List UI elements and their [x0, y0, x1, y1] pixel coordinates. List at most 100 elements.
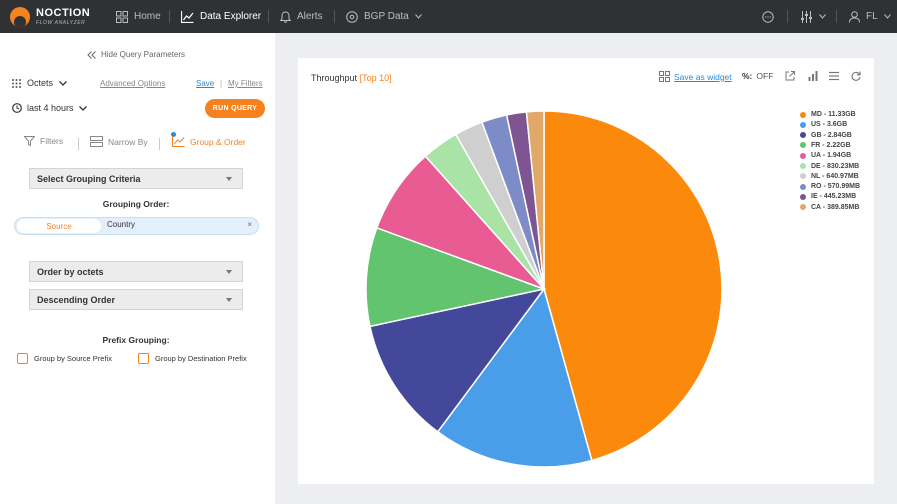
bar-chart-icon[interactable]: [808, 71, 818, 81]
legend-label: RO - 570.99MB: [811, 183, 861, 191]
time-range-value: last 4 hours: [27, 103, 74, 113]
chevron-down-icon: [59, 80, 67, 86]
legend-item-nl[interactable]: NL - 640.97MB: [800, 172, 859, 181]
chart-title: Throughput [Top 10]: [311, 73, 392, 83]
external-link-icon[interactable]: [785, 71, 795, 81]
query-options-row: Octets Advanced Options Save | My Filter…: [12, 78, 272, 92]
sliders-icon: [801, 10, 812, 23]
legend-label: US - 3.6GB: [811, 121, 848, 129]
legend-label: GB - 2.84GB: [811, 131, 852, 139]
legend-label: IE - 445.23MB: [811, 193, 857, 201]
grouping-chip-source[interactable]: Source: [17, 219, 101, 233]
group-by-source-prefix-label: Group by Source Prefix: [34, 354, 112, 363]
nav-home[interactable]: Home: [116, 0, 161, 33]
legend-item-ro[interactable]: RO - 570.99MB: [800, 182, 860, 191]
top-nav-bar: NOCTION FLOW ANALYZER Home Data Explorer…: [0, 0, 897, 33]
legend-item-md[interactable]: MD - 11.33GB: [800, 110, 856, 119]
legend-item-us[interactable]: US - 3.6GB: [800, 120, 847, 129]
legend-swatch: [800, 193, 806, 200]
refresh-icon[interactable]: [851, 71, 861, 81]
menu-lines-icon[interactable]: [829, 71, 839, 81]
bell-icon: [280, 10, 291, 23]
nav-divider: [268, 10, 269, 23]
group-by-source-prefix-checkbox[interactable]: Group by Source Prefix: [17, 353, 112, 364]
percent-toggle-state: OFF: [756, 71, 774, 81]
legend-swatch: [800, 142, 806, 149]
checkbox-box: [17, 353, 28, 364]
legend-item-ua[interactable]: UA - 1.94GB: [800, 151, 851, 160]
legend-label: FR - 2.22GB: [811, 141, 851, 149]
save-link[interactable]: Save: [196, 79, 215, 88]
legend-swatch: [800, 132, 806, 139]
nav-data-explorer[interactable]: Data Explorer: [181, 0, 261, 33]
settings-menu[interactable]: [800, 0, 826, 33]
legend-label: NL - 640.97MB: [811, 172, 859, 180]
grouping-chip-country[interactable]: Country: [107, 220, 136, 229]
legend-swatch: [800, 204, 806, 211]
nav-divider: [169, 10, 170, 23]
chart-title-text: Throughput: [311, 73, 358, 83]
chat-button[interactable]: [762, 0, 774, 33]
chevron-down-icon: [78, 105, 87, 111]
grouping-criteria-select[interactable]: Select Grouping Criteria: [29, 168, 243, 189]
chart-title-suffix: [Top 10]: [359, 73, 392, 83]
throughput-pie-chart: [366, 111, 723, 468]
grouping-criteria-value: Select Grouping Criteria: [37, 173, 141, 184]
group-by-destination-prefix-label: Group by Destination Prefix: [155, 354, 247, 363]
narrow-by-icon: [90, 136, 103, 147]
time-range-select[interactable]: last 4 hours: [12, 103, 87, 113]
grouping-order-chips: Source Country ×: [14, 217, 259, 235]
group-by-destination-prefix-checkbox[interactable]: Group by Destination Prefix: [138, 353, 247, 364]
legend-item-ie[interactable]: IE - 445.23MB: [800, 192, 856, 201]
nav-divider: [836, 10, 837, 23]
hide-query-parameters-label: Hide Query Parameters: [101, 50, 186, 59]
chat-bubble-icon: [762, 10, 774, 23]
nav-bgp-data-label: BGP Data: [364, 11, 409, 22]
pie-slice-md[interactable]: [543, 111, 723, 462]
clock-icon: [12, 103, 22, 113]
save-as-widget-label: Save as widget: [674, 71, 732, 82]
save-as-widget-link[interactable]: Save as widget: [659, 71, 732, 82]
brand-name: NOCTION: [36, 7, 91, 19]
metric-select-value: Octets: [27, 78, 54, 88]
brand-logo[interactable]: NOCTION FLOW ANALYZER: [10, 4, 105, 29]
link-separator: |: [220, 79, 223, 88]
hide-query-parameters-link[interactable]: Hide Query Parameters: [87, 50, 185, 59]
caret-down-icon: [226, 298, 232, 302]
metric-select[interactable]: Octets: [12, 78, 67, 88]
nav-divider: [787, 10, 788, 23]
tab-divider: [159, 138, 160, 150]
nav-alerts-label: Alerts: [297, 11, 323, 22]
tab-group-and-order[interactable]: Group & Order: [172, 136, 246, 147]
chevron-down-icon: [883, 14, 891, 19]
checkbox-box: [138, 353, 149, 364]
chevron-down-icon: [414, 14, 422, 19]
percent-toggle-label: %:: [742, 71, 753, 81]
widget-grid-icon: [659, 71, 670, 82]
run-query-button[interactable]: RUN QUERY: [205, 99, 265, 118]
pie-slice-ca[interactable]: [525, 111, 545, 290]
active-indicator-dot: [171, 132, 176, 137]
pie-slice-gb[interactable]: [369, 287, 546, 433]
chart-line-icon: [181, 10, 194, 23]
nav-alerts[interactable]: Alerts: [280, 0, 323, 33]
percent-toggle[interactable]: %: OFF: [742, 71, 773, 81]
legend-item-ca[interactable]: CA - 389.85MB: [800, 203, 859, 212]
pie-slice-us[interactable]: [436, 287, 593, 468]
query-parameters-panel: Hide Query Parameters Octets Advanced Op…: [0, 33, 275, 504]
legend-item-de[interactable]: DE - 830.23MB: [800, 162, 859, 171]
remove-grouping-icon[interactable]: ×: [247, 220, 252, 229]
nav-bgp-data[interactable]: BGP Data: [346, 0, 422, 33]
home-grid-icon: [116, 10, 128, 23]
tab-filters[interactable]: Filters: [24, 136, 63, 146]
user-menu[interactable]: FL: [849, 0, 891, 33]
sort-direction-select[interactable]: Descending Order: [29, 289, 243, 310]
advanced-options-link[interactable]: Advanced Options: [100, 79, 166, 88]
legend-item-fr[interactable]: FR - 2.22GB: [800, 141, 851, 150]
order-by-select[interactable]: Order by octets: [29, 261, 243, 282]
legend-swatch: [800, 121, 806, 128]
legend-item-gb[interactable]: GB - 2.84GB: [800, 131, 852, 140]
tab-narrow-by[interactable]: Narrow By: [90, 136, 148, 147]
pie-slice-fr[interactable]: [366, 226, 547, 328]
my-filters-link[interactable]: My Filters: [228, 79, 263, 88]
